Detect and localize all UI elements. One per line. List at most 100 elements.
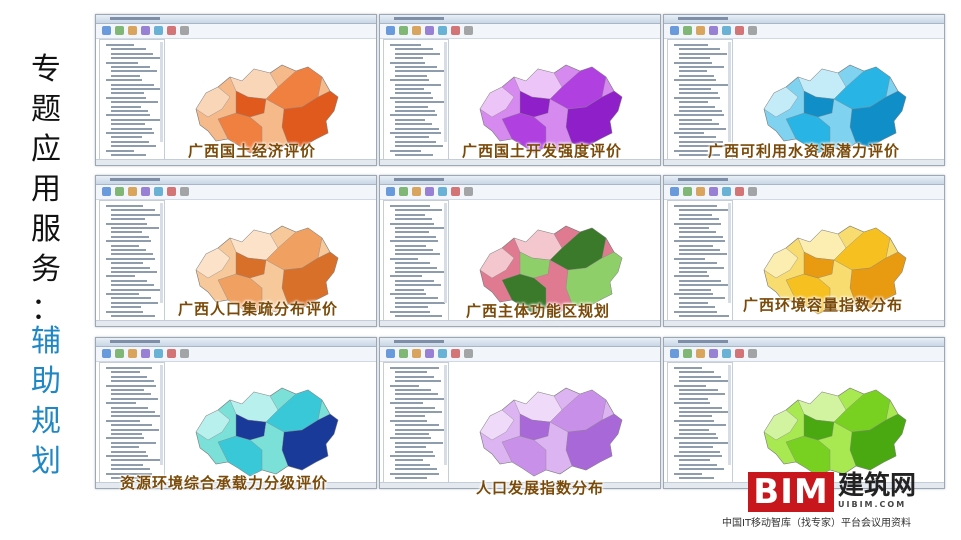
ribbon-icon (696, 187, 705, 196)
window-titlebar (96, 176, 376, 192)
status-bar (380, 159, 660, 165)
window-controls (347, 339, 373, 354)
region-map (195, 64, 339, 154)
app-window-screenshot (379, 337, 661, 489)
window-titlebar (380, 338, 660, 354)
ribbon-icon (102, 349, 111, 358)
ribbon-icon (141, 187, 150, 196)
app-window-screenshot (95, 14, 377, 166)
side-title-char: ： (31, 292, 61, 327)
footer-note: 中国IT移动智库（找专家）平台会议用资料 (722, 518, 912, 529)
ribbon-toolbar (380, 185, 660, 200)
layer-tree-panel (99, 39, 165, 161)
ribbon-icon (722, 187, 731, 196)
status-bar (380, 320, 660, 326)
ribbon-icon (425, 349, 434, 358)
logo-url-text: UIBIM.COM (838, 500, 907, 509)
ribbon-icon (748, 349, 757, 358)
region-map (479, 64, 623, 154)
window-title (110, 340, 160, 343)
bim-logo: BIM 建筑网 UIBIM.COM (748, 472, 938, 512)
ribbon-icon (709, 349, 718, 358)
ribbon-toolbar (664, 347, 944, 362)
ribbon-icon (722, 349, 731, 358)
ribbon-icon (386, 349, 395, 358)
ribbon-icon (386, 187, 395, 196)
ribbon-icon (102, 187, 111, 196)
logo-bim-text: BIM (748, 472, 834, 512)
ribbon-icon (412, 187, 421, 196)
status-bar (664, 320, 944, 326)
ribbon-icon (683, 349, 692, 358)
ribbon-icon (670, 26, 679, 35)
ribbon-icon (748, 187, 757, 196)
layer-tree-panel (383, 362, 449, 484)
ribbon-icon (167, 187, 176, 196)
region-map (763, 387, 907, 477)
side-title-char: 服 (31, 212, 61, 247)
panel-caption: 资源环境综合承载力分级评价 (120, 474, 329, 492)
status-bar (380, 482, 660, 488)
region-map (195, 225, 339, 315)
ribbon-icon (141, 349, 150, 358)
window-controls (347, 16, 373, 31)
ribbon-icon (180, 26, 189, 35)
side-title-char: 务 (31, 252, 61, 287)
window-titlebar (380, 176, 660, 192)
app-window-screenshot (379, 14, 661, 166)
status-bar (96, 320, 376, 326)
ribbon-icon (412, 349, 421, 358)
panel-caption: 广西可利用水资源潜力评价 (708, 142, 901, 160)
side-title-char: 题 (31, 92, 61, 127)
ribbon-icon (115, 187, 124, 196)
side-title-char: 专 (31, 52, 61, 87)
ribbon-icon (735, 26, 744, 35)
logo-cn-text: 建筑网 (838, 471, 917, 501)
ribbon-icon (696, 349, 705, 358)
ribbon-icon (735, 349, 744, 358)
ribbon-icon (735, 187, 744, 196)
ribbon-toolbar (380, 347, 660, 362)
region-map (763, 64, 907, 154)
window-controls (915, 16, 941, 31)
ribbon-toolbar (96, 24, 376, 39)
window-title (394, 17, 444, 20)
ribbon-icon (128, 349, 137, 358)
window-controls (631, 177, 657, 192)
app-window-screenshot (95, 175, 377, 327)
side-title-char: 辅 (31, 324, 61, 359)
ribbon-toolbar (664, 185, 944, 200)
ribbon-icon (141, 26, 150, 35)
window-titlebar (664, 338, 944, 354)
ribbon-icon (683, 26, 692, 35)
panel-caption: 广西国土开发强度评价 (462, 142, 623, 160)
window-title (678, 17, 728, 20)
ribbon-icon (709, 26, 718, 35)
side-title-sub: 辅 助 规 划 (26, 322, 66, 482)
ribbon-icon (696, 26, 705, 35)
side-title-char: 助 (31, 364, 61, 399)
ribbon-icon (128, 187, 137, 196)
window-titlebar (380, 15, 660, 31)
layer-tree-panel (99, 362, 165, 484)
ribbon-icon (425, 187, 434, 196)
side-title-char: 用 (31, 172, 61, 207)
side-title-char: 规 (31, 404, 61, 439)
window-titlebar (664, 15, 944, 31)
layer-tree-panel (667, 39, 733, 161)
ribbon-icon (167, 26, 176, 35)
window-title (678, 340, 728, 343)
window-controls (631, 339, 657, 354)
ribbon-icon (425, 26, 434, 35)
side-title-main: 专 题 应 用 服 务 ： (26, 50, 66, 330)
ribbon-icon (438, 349, 447, 358)
ribbon-icon (386, 26, 395, 35)
app-window-screenshot (95, 337, 377, 489)
ribbon-icon (102, 26, 111, 35)
panel-caption: 人口发展指数分布 (476, 479, 605, 497)
window-title (394, 178, 444, 181)
ribbon-icon (670, 349, 679, 358)
window-titlebar (664, 176, 944, 192)
ribbon-toolbar (664, 24, 944, 39)
ribbon-toolbar (96, 185, 376, 200)
